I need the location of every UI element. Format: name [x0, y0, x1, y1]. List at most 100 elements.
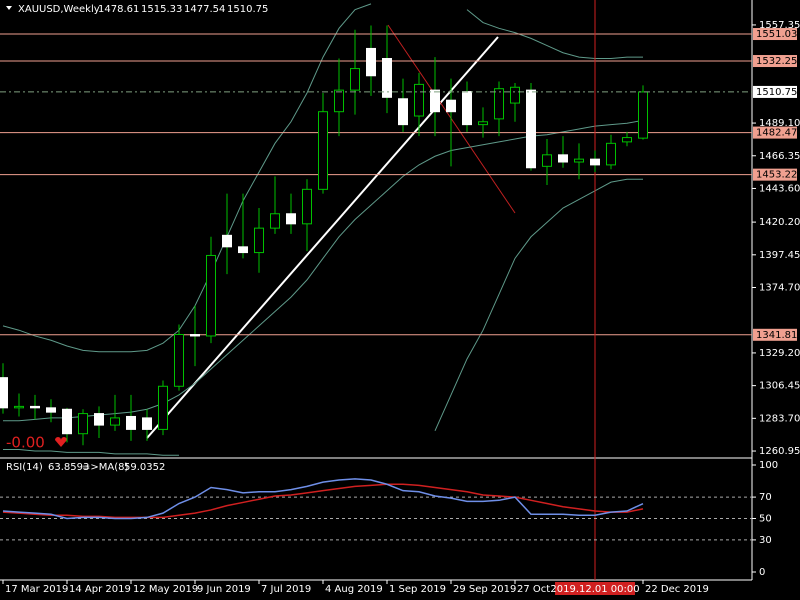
y-tick-label: 1260.95	[759, 446, 800, 457]
candle-body	[494, 88, 504, 120]
x-tick-label: 27 Oct 2019	[517, 584, 579, 595]
level-label-box	[753, 328, 797, 341]
candle-body	[606, 142, 616, 166]
candle-body	[366, 47, 376, 77]
ohlc-low: 1477.54	[184, 4, 225, 15]
level-label: 1551.03	[756, 29, 797, 40]
candle-body	[526, 89, 536, 169]
level-label-box	[753, 168, 797, 181]
candle-body	[382, 58, 392, 98]
x-tick-label: 22 Dec 2019	[645, 584, 709, 595]
candle-body	[206, 254, 216, 337]
current-price-label: 1510.75	[756, 87, 797, 98]
candle-body	[222, 234, 232, 248]
x-tick-label: 7 Jul 2019	[261, 584, 311, 595]
y-tick-label: 1466.35	[759, 151, 800, 162]
candle-body	[622, 137, 632, 143]
level-label: 1341.81	[756, 330, 797, 341]
rsi-tick-label: 70	[759, 492, 772, 503]
y-tick-label: 1443.60	[759, 183, 800, 194]
level-label-box	[753, 55, 797, 68]
ma-value: 59.0352	[124, 462, 165, 473]
x-tick-label: 4 Aug 2019	[325, 584, 383, 595]
symbol-label: XAUUSD,Weekly	[18, 4, 100, 15]
line-series	[466, 9, 643, 60]
x-tick-label: 9 Jun 2019	[197, 584, 251, 595]
level-label: 1482.47	[756, 128, 797, 139]
line-series	[434, 178, 643, 432]
candle-body	[590, 158, 600, 166]
candle-body	[318, 111, 328, 190]
candle-body	[414, 83, 424, 117]
x-tick-label: 1 Sep 2019	[389, 584, 446, 595]
line-series	[3, 449, 179, 456]
x-tick-label: 12 May 2019	[133, 584, 198, 595]
candle-body	[334, 89, 344, 113]
y-tick-label: 1557.35	[759, 20, 800, 31]
y-tick-label: 1306.45	[759, 381, 800, 392]
x-tick-label: 14 Apr 2019	[69, 584, 131, 595]
line-series	[2, 3, 372, 353]
y-tick-label: 1374.70	[759, 283, 800, 294]
candle-body	[446, 99, 456, 113]
candle-body	[158, 385, 168, 430]
candle-body	[190, 334, 200, 337]
candle-body	[430, 89, 440, 113]
ohlc-high: 1515.33	[141, 4, 182, 15]
candle-body	[574, 158, 584, 163]
candle-body	[542, 154, 552, 167]
y-tick-label: 1489.10	[759, 118, 800, 129]
candle-body	[302, 188, 312, 225]
candle-body	[110, 417, 120, 426]
rsi-value: 63.8593	[48, 462, 89, 473]
indicator-value: -0.00	[6, 434, 45, 452]
candle-body	[142, 417, 152, 430]
current-price-box	[753, 85, 797, 98]
candle-body	[558, 154, 568, 163]
crosshair-label: 2019.12.01 00:00	[550, 584, 639, 595]
candle-body	[14, 405, 24, 409]
x-tick-label: 17 Mar 2019	[5, 584, 68, 595]
candle-body	[638, 91, 648, 139]
candle-body	[254, 227, 264, 254]
y-tick-label: 1397.45	[759, 250, 800, 261]
y-tick-label: 1283.70	[759, 413, 800, 424]
candle-body	[286, 213, 296, 225]
candle-body	[270, 213, 280, 229]
ma-name: =>MA(8)	[82, 462, 128, 473]
candle-body	[46, 407, 56, 413]
menu-triangle[interactable]	[6, 6, 12, 10]
level-label: 1453.22	[756, 170, 797, 181]
y-tick-label: 1329.20	[759, 348, 800, 359]
rsi-tick-label: 50	[759, 514, 772, 525]
candle-body	[462, 91, 472, 126]
line-series	[3, 119, 644, 422]
candle-body	[78, 413, 88, 435]
level-label: 1532.25	[756, 56, 797, 67]
line-series	[2, 483, 644, 519]
candle-body	[510, 86, 520, 104]
rsi-tick-label: 0	[759, 567, 765, 578]
candle-body	[30, 405, 40, 409]
crosshair-label-box	[555, 582, 635, 595]
candle-body	[62, 408, 72, 435]
candle-body	[350, 68, 360, 91]
x-tick-label: 29 Sep 2019	[453, 584, 516, 595]
level-label-box	[753, 126, 797, 139]
candle-body	[174, 334, 184, 387]
candle-body	[238, 246, 248, 254]
candle-body	[94, 413, 104, 426]
y-tick-label: 1420.20	[759, 217, 800, 228]
rsi-name: RSI(14)	[6, 462, 43, 473]
candle-body	[478, 121, 488, 126]
indicator-icon	[55, 437, 67, 447]
candle-body	[126, 415, 136, 430]
line-series	[2, 478, 644, 520]
rsi-tick-label: 30	[759, 535, 772, 546]
rsi-tick-label: 100	[759, 460, 778, 471]
candle-body	[0, 377, 8, 409]
candle-body	[398, 98, 408, 126]
level-label-box	[753, 28, 797, 41]
